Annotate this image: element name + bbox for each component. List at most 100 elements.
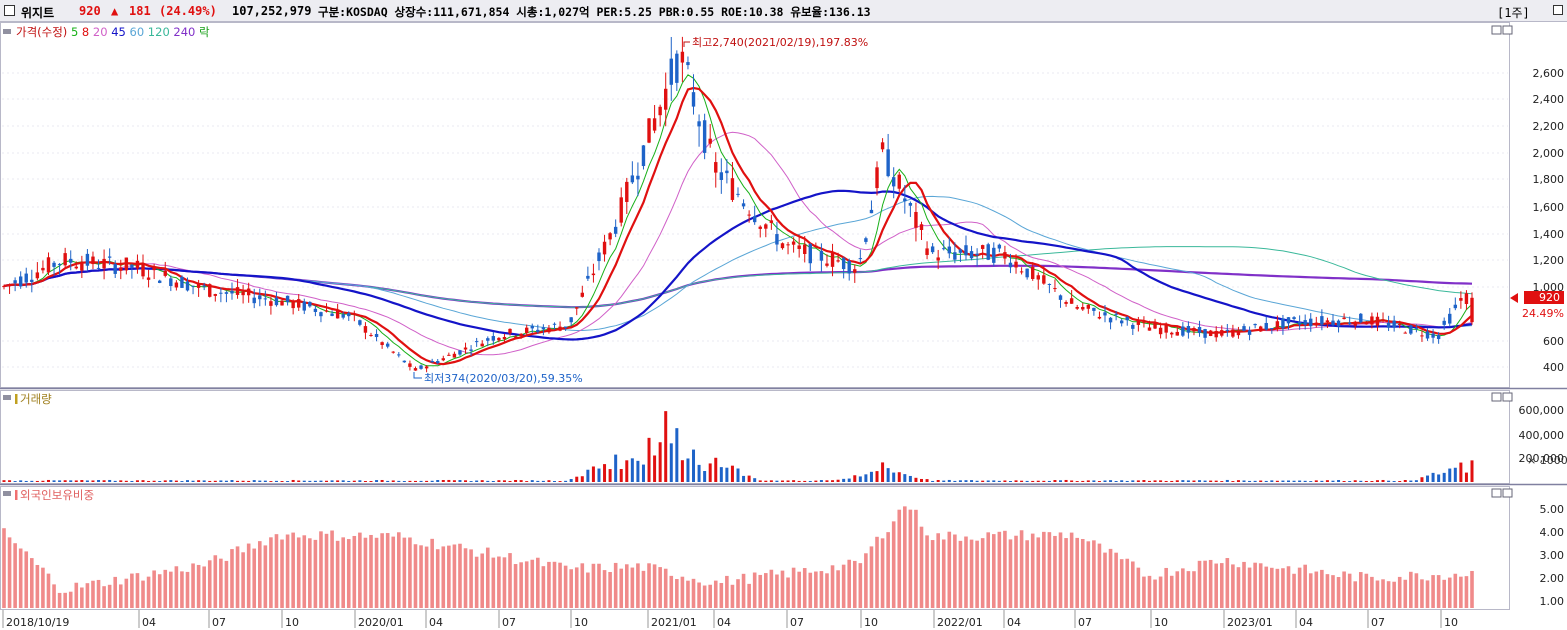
foreign-bar bbox=[1064, 538, 1068, 608]
volume-bar bbox=[147, 480, 151, 482]
foreign-bar bbox=[1392, 581, 1396, 608]
candle-body bbox=[964, 245, 968, 256]
volume-bar bbox=[942, 480, 946, 482]
foreign-bar bbox=[1019, 530, 1024, 608]
foreign-bar bbox=[886, 532, 890, 608]
foreign-bar bbox=[630, 567, 635, 608]
foreign-bar bbox=[530, 559, 535, 608]
candle-body bbox=[1014, 261, 1018, 268]
volume-panel-header: 거래량 bbox=[3, 392, 52, 406]
foreign-bar bbox=[1308, 573, 1313, 608]
volume-bar bbox=[69, 480, 73, 482]
volume-bar bbox=[875, 471, 879, 482]
candle-body bbox=[513, 336, 518, 338]
candle-body bbox=[1420, 335, 1424, 337]
candle-body bbox=[1075, 307, 1079, 309]
candle-body bbox=[780, 243, 785, 249]
foreign-bar bbox=[1047, 532, 1052, 608]
candle-body bbox=[196, 283, 201, 288]
foreign-bar bbox=[1436, 575, 1441, 608]
foreign-bar bbox=[558, 562, 562, 608]
volume-bar bbox=[547, 480, 551, 482]
candle-body bbox=[1392, 320, 1396, 328]
stock-name[interactable]: 위지트 bbox=[21, 6, 55, 20]
close-icon[interactable] bbox=[1502, 392, 1513, 402]
candle-body bbox=[96, 267, 101, 269]
foreign-bar bbox=[491, 557, 496, 608]
foreign-bar bbox=[719, 582, 724, 608]
foreign-bar bbox=[335, 540, 340, 608]
volume-bar bbox=[236, 480, 240, 482]
foreign-bar bbox=[725, 575, 729, 608]
candle-body bbox=[925, 248, 929, 255]
close-icon[interactable] bbox=[1502, 25, 1513, 35]
volume-bar bbox=[263, 480, 267, 482]
foreign-bar bbox=[1136, 567, 1141, 608]
volume-bar bbox=[1431, 472, 1435, 482]
volume-panel-buttons[interactable] bbox=[1491, 392, 1513, 402]
minimize-icon[interactable] bbox=[1491, 25, 1502, 35]
foreign-bar bbox=[1325, 574, 1330, 608]
x-tick-label: 2023/01 bbox=[1227, 616, 1273, 629]
candle-body bbox=[230, 290, 234, 294]
foreign-bar bbox=[1425, 580, 1430, 608]
candle-body bbox=[358, 320, 362, 325]
candle-body bbox=[1253, 323, 1257, 326]
period-selector[interactable]: [1주] bbox=[1497, 6, 1530, 20]
candle-body bbox=[947, 246, 952, 254]
volume-bar bbox=[1225, 479, 1229, 482]
candle-body bbox=[741, 203, 746, 207]
candle-body bbox=[1386, 322, 1391, 328]
candle-body bbox=[363, 326, 368, 333]
volume-bar bbox=[1309, 481, 1313, 482]
volume-bar bbox=[591, 466, 595, 482]
candle-body bbox=[1069, 298, 1074, 304]
candle-body bbox=[424, 366, 429, 369]
foreign-bar bbox=[680, 576, 685, 608]
volume-tick: 400,000 bbox=[1519, 429, 1565, 442]
foreign-bar bbox=[374, 537, 379, 608]
foreign-bar bbox=[124, 578, 129, 608]
volume-tick: 200,000 bbox=[1519, 452, 1565, 465]
foreign-bar bbox=[157, 574, 162, 608]
foreign-bar bbox=[541, 566, 546, 608]
candle-body bbox=[1442, 320, 1446, 325]
high-annotation: 최고2,740(2021/02/19),197.83% bbox=[683, 36, 868, 49]
candle-body bbox=[508, 328, 512, 334]
volume-bar bbox=[897, 472, 901, 482]
foreign-bar bbox=[308, 538, 312, 608]
volume-bar bbox=[697, 464, 701, 482]
minimize-icon[interactable] bbox=[1491, 488, 1502, 498]
volume-bar bbox=[558, 481, 562, 482]
foreign-bar bbox=[880, 538, 885, 608]
volume-bar bbox=[703, 471, 707, 482]
candle-body bbox=[1181, 326, 1185, 336]
candle-body bbox=[875, 167, 879, 189]
candle-body bbox=[714, 162, 718, 173]
minimize-icon[interactable] bbox=[1491, 392, 1502, 402]
window-box-icon[interactable] bbox=[1553, 5, 1563, 15]
volume-bar bbox=[686, 458, 690, 482]
volume-bar bbox=[1453, 467, 1457, 482]
foreign-bar bbox=[474, 556, 479, 608]
candle-body bbox=[80, 263, 84, 271]
candle-body bbox=[402, 360, 407, 363]
candle-body bbox=[608, 233, 612, 240]
volume-bar bbox=[1097, 481, 1101, 482]
legend-item: 240 bbox=[170, 25, 196, 39]
volume-bar bbox=[369, 481, 373, 482]
foreign-bar bbox=[613, 562, 618, 608]
foreign-bar bbox=[207, 560, 212, 608]
candle-body bbox=[180, 276, 184, 288]
select-checkbox[interactable] bbox=[4, 5, 15, 16]
volume-bar bbox=[241, 480, 245, 482]
volume-bar bbox=[102, 480, 106, 482]
foreign-bar bbox=[146, 576, 151, 608]
close-icon[interactable] bbox=[1502, 488, 1513, 498]
volume-bar bbox=[564, 480, 568, 482]
price-panel-buttons[interactable] bbox=[1491, 25, 1513, 35]
foreign-panel-buttons[interactable] bbox=[1491, 488, 1513, 498]
stock-chart[interactable]: 가격(수정) 5 8 20 45 60 120 240 락 거래량 외국인보유비… bbox=[0, 22, 1567, 630]
volume-bar bbox=[992, 480, 996, 482]
volume-bar bbox=[1164, 480, 1168, 482]
